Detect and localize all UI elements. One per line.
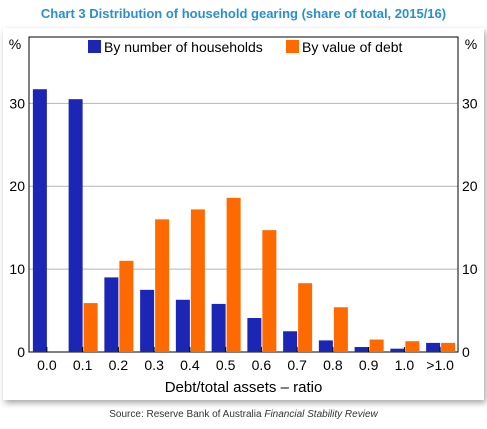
x-tick-label: 0.5 <box>216 357 236 373</box>
bar-households <box>175 299 190 352</box>
legend-swatch <box>286 40 299 53</box>
chart-frame: 0 0 10 10 20 20 30 30%% 0.0 0.1 0.2 0.3 0.4 0.5 0.6 0.7… <box>3 28 484 400</box>
y-unit-left: % <box>9 36 21 52</box>
bar-debt <box>262 230 277 352</box>
bar-debt <box>190 209 205 352</box>
bar-debt <box>226 197 241 352</box>
bar-households <box>140 289 155 352</box>
x-tick-label: 0.2 <box>109 357 129 373</box>
legend-label: By number of households <box>104 39 263 55</box>
bar-households <box>32 89 47 352</box>
chart-svg: 0 0 10 10 20 20 30 30% % 0.0 0.1 0.2 0.3 0.4 0.5 0.6 0.7… <box>9 36 478 396</box>
y-tick-label-right: 0 <box>462 344 470 360</box>
x-tick-label: 0.9 <box>359 357 379 373</box>
y-tick-label-left: 20 <box>9 178 25 194</box>
y-tick-label-left: 10 <box>9 261 25 277</box>
legend-label: By value of debt <box>302 39 403 55</box>
y-tick-label-left: 30 <box>9 95 25 111</box>
bar-debt <box>119 260 134 352</box>
x-tick-label: 0.7 <box>287 357 307 373</box>
source-prefix: Source: Reserve Bank of Australia <box>109 409 265 420</box>
bar-debt <box>83 303 98 352</box>
x-tick-label: 0.6 <box>252 357 272 373</box>
bar-debt <box>155 219 170 352</box>
x-tick-label: 0.0 <box>37 357 57 373</box>
x-tick-label: 0.4 <box>180 357 200 373</box>
y-tick-label-left: 0 <box>17 344 25 360</box>
x-tick-label: 1.0 <box>395 357 415 373</box>
bar-debt <box>333 307 348 352</box>
x-tick-label: 0.8 <box>323 357 343 373</box>
legend-swatch <box>88 40 101 53</box>
x-tick-label: 0.1 <box>73 357 93 373</box>
bar-debt <box>298 283 313 352</box>
source-note: Source: Reserve Bank of Australia Financ… <box>0 409 487 420</box>
bar-households <box>68 99 83 352</box>
bar-households <box>104 277 119 352</box>
x-axis-title: Debt/total assets – ratio <box>165 379 323 396</box>
x-tick-label: >1.0 <box>426 357 454 373</box>
bar-households <box>247 318 262 352</box>
y-tick-label-right: 10 <box>462 261 478 277</box>
source-publication: Financial Stability Review <box>264 409 378 420</box>
x-tick-label: 0.3 <box>144 357 164 373</box>
bar-debt <box>441 342 456 352</box>
bar-households <box>318 340 333 352</box>
bar-debt <box>369 339 384 352</box>
y-tick-label-right: 20 <box>462 178 478 194</box>
bar-households <box>354 347 369 352</box>
bar-households <box>283 331 298 352</box>
plot-border <box>28 36 459 353</box>
bar-households <box>211 303 226 352</box>
chart-title: Chart 3 Distribution of household gearin… <box>40 6 447 21</box>
bar-households <box>390 348 405 352</box>
bar-households <box>426 342 441 352</box>
y-tick-label-right: 30 <box>462 95 478 111</box>
bar-debt <box>405 341 420 352</box>
y-unit-right: % <box>465 36 477 52</box>
